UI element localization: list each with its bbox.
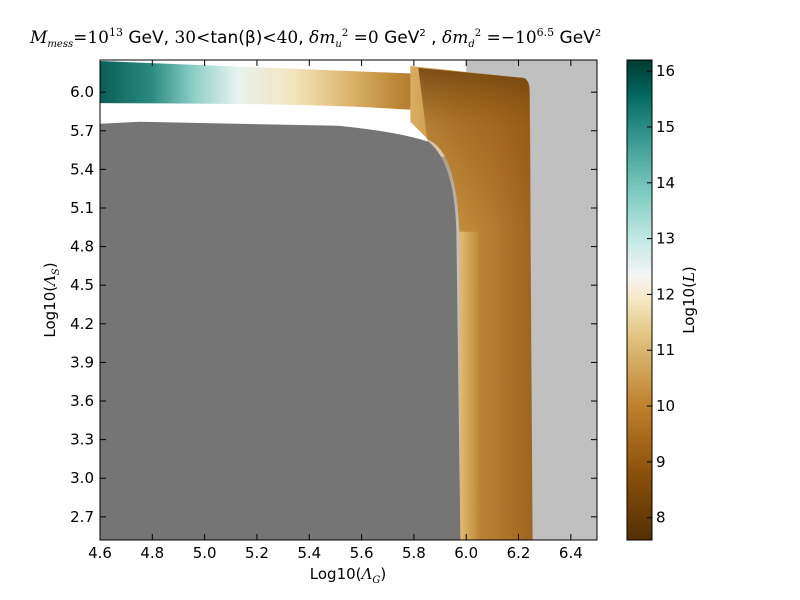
colorbar-tick-label: 12 bbox=[656, 285, 675, 303]
colorbar-tick-label: 16 bbox=[656, 62, 675, 80]
y-tick-label: 3.6 bbox=[70, 392, 94, 410]
y-tick-label: 5.1 bbox=[70, 199, 94, 217]
plot-frame bbox=[99, 59, 598, 541]
colorbar-ticks: 8 9 10 11 12 13 14 15 16 bbox=[647, 62, 675, 527]
y-tick-label: 4.5 bbox=[70, 276, 94, 294]
y-tick-label: 4.2 bbox=[70, 315, 94, 333]
colorbar bbox=[626, 59, 653, 541]
y-tick-label: 5.7 bbox=[70, 122, 94, 140]
x-tick-label: 5.6 bbox=[350, 544, 374, 562]
x-tick-label: 6.0 bbox=[454, 544, 478, 562]
colorbar-tick-label: 11 bbox=[656, 341, 675, 359]
colorbar-tick-label: 15 bbox=[656, 118, 675, 136]
x-tick-label: 6.2 bbox=[507, 544, 531, 562]
y-tick-label: 3.9 bbox=[70, 353, 94, 371]
y-tick-label: 3.3 bbox=[70, 431, 94, 449]
x-tick-label: 6.4 bbox=[559, 544, 583, 562]
x-tick-label: 4.6 bbox=[88, 544, 112, 562]
colorbar-tick-label: 8 bbox=[656, 509, 666, 527]
x-tick-label: 4.8 bbox=[140, 544, 164, 562]
y-axis-ticks: 2.7 3.0 3.3 3.6 3.9 4.2 4.5 4.8 5.1 5.4 5.7 6.0 bbox=[70, 83, 597, 526]
x-axis-label: Log10(ΛG) bbox=[310, 565, 386, 586]
colorbar-tick-label: 14 bbox=[656, 174, 675, 192]
heatmap-plot-area bbox=[100, 60, 597, 540]
y-tick-label: 3.0 bbox=[70, 469, 94, 487]
y-axis-label: Log10(ΛS) bbox=[41, 262, 62, 337]
x-tick-label: 5.4 bbox=[297, 544, 321, 562]
colorbar-label: Log10(L) bbox=[680, 266, 698, 334]
x-tick-label: 5.0 bbox=[193, 544, 217, 562]
colorbar-tick-label: 13 bbox=[656, 230, 675, 248]
excluded-region bbox=[100, 121, 461, 540]
x-tick-label: 5.8 bbox=[402, 544, 426, 562]
y-tick-label: 2.7 bbox=[70, 508, 94, 526]
colorbar-tick-label: 10 bbox=[656, 397, 675, 415]
y-tick-label: 6.0 bbox=[70, 83, 94, 101]
y-tick-label: 5.4 bbox=[70, 160, 94, 178]
chart-title: Mmess=1013 GeV, 30<tan(β)<40, δmu2 =0 Ge… bbox=[29, 26, 601, 50]
x-axis-ticks: 4.6 4.8 5.0 5.2 5.4 5.6 5.8 6.0 6.2 6.4 bbox=[88, 60, 583, 562]
colorbar-tick-label: 9 bbox=[656, 453, 666, 471]
y-tick-label: 4.8 bbox=[70, 238, 94, 256]
x-tick-label: 5.2 bbox=[245, 544, 269, 562]
likelihood-right-strip-edge bbox=[459, 231, 481, 540]
